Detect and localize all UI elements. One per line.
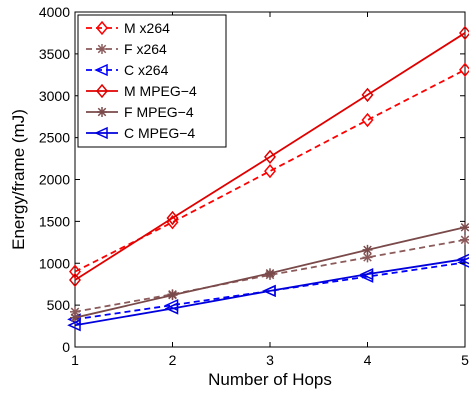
data-point xyxy=(459,25,469,41)
y-tick-label: 2500 xyxy=(39,130,70,146)
series-line xyxy=(74,32,466,281)
series-4 xyxy=(70,222,469,323)
data-point xyxy=(264,149,276,165)
legend-label: M x264 xyxy=(124,20,170,36)
data-point xyxy=(460,222,469,233)
legend-box xyxy=(77,14,227,148)
y-tick-label: 0 xyxy=(62,339,70,355)
x-tick-label: 5 xyxy=(461,352,469,368)
x-tick-label: 3 xyxy=(266,352,274,368)
data-point xyxy=(457,253,469,265)
data-point xyxy=(264,163,276,179)
legend-entry: C x264 xyxy=(86,62,169,78)
marker-stroke xyxy=(363,245,372,255)
legend: M x264 F x264 C x264 M MPEG−4 F MPEG−4 C MPEG… xyxy=(77,14,227,148)
y-tick-label: 4000 xyxy=(39,4,70,20)
series-line xyxy=(74,238,466,313)
legend-label: M MPEG−4 xyxy=(124,83,197,99)
x-tick-label: 2 xyxy=(169,352,177,368)
data-point xyxy=(459,62,469,77)
legend-marker xyxy=(97,107,107,117)
legend-label: C MPEG−4 xyxy=(124,125,195,141)
y-axis-label: Energy/frame (mJ) xyxy=(9,109,28,250)
legend-label: F MPEG−4 xyxy=(124,104,194,120)
marker-stroke xyxy=(265,269,275,278)
y-tick-label: 1000 xyxy=(39,255,70,271)
data-point xyxy=(70,312,80,323)
series-line xyxy=(74,258,466,327)
series-layer xyxy=(67,25,469,332)
marker-stroke xyxy=(97,107,107,117)
legend-label: C x264 xyxy=(124,62,169,78)
marker-stroke xyxy=(460,235,469,245)
y-tick-label: 1500 xyxy=(39,213,70,229)
data-point xyxy=(166,210,179,226)
legend-marker xyxy=(94,126,108,140)
marker-stroke xyxy=(168,290,177,300)
series-line xyxy=(74,261,466,321)
data-point xyxy=(69,264,81,279)
data-point xyxy=(359,267,374,281)
marker-stroke xyxy=(363,253,372,262)
data-point xyxy=(361,87,374,103)
marker-stroke xyxy=(460,222,469,232)
axes-layer: 0 500 1000 1500 2000 2500 3000 3500 4000 1 2 3 4 5 Num… xyxy=(9,4,469,389)
legend-entry: M x264 xyxy=(86,20,170,36)
data-point xyxy=(69,272,81,288)
legend-entry: C MPEG−4 xyxy=(86,125,195,141)
series-3 xyxy=(69,25,469,288)
series-5 xyxy=(67,253,469,332)
legend-entry: F MPEG−4 xyxy=(86,104,194,120)
data-point xyxy=(265,268,275,279)
data-point xyxy=(167,290,178,301)
y-tick-label: 3500 xyxy=(39,46,70,62)
legend-marker xyxy=(94,63,108,77)
y-tick-label: 2000 xyxy=(39,172,70,188)
y-tick-label: 500 xyxy=(47,297,71,313)
data-point xyxy=(164,302,179,315)
x-tick-label: 4 xyxy=(364,352,372,368)
legend-marker xyxy=(96,83,108,99)
data-point xyxy=(362,244,373,255)
y-tick-label: 3000 xyxy=(39,88,70,104)
marker-stroke xyxy=(70,313,80,322)
data-point xyxy=(67,319,81,332)
legend-entry: F x264 xyxy=(86,41,167,57)
marker-stroke xyxy=(97,44,107,54)
data-point xyxy=(460,234,469,245)
x-axis-label: Number of Hops xyxy=(208,370,332,389)
x-tick-label: 1 xyxy=(71,352,79,368)
legend-label: F x264 xyxy=(124,41,167,57)
legend-marker xyxy=(97,44,107,54)
data-point xyxy=(262,284,276,298)
data-point xyxy=(361,112,374,128)
legend-marker xyxy=(96,20,108,36)
legend-entry: M MPEG−4 xyxy=(86,83,197,99)
